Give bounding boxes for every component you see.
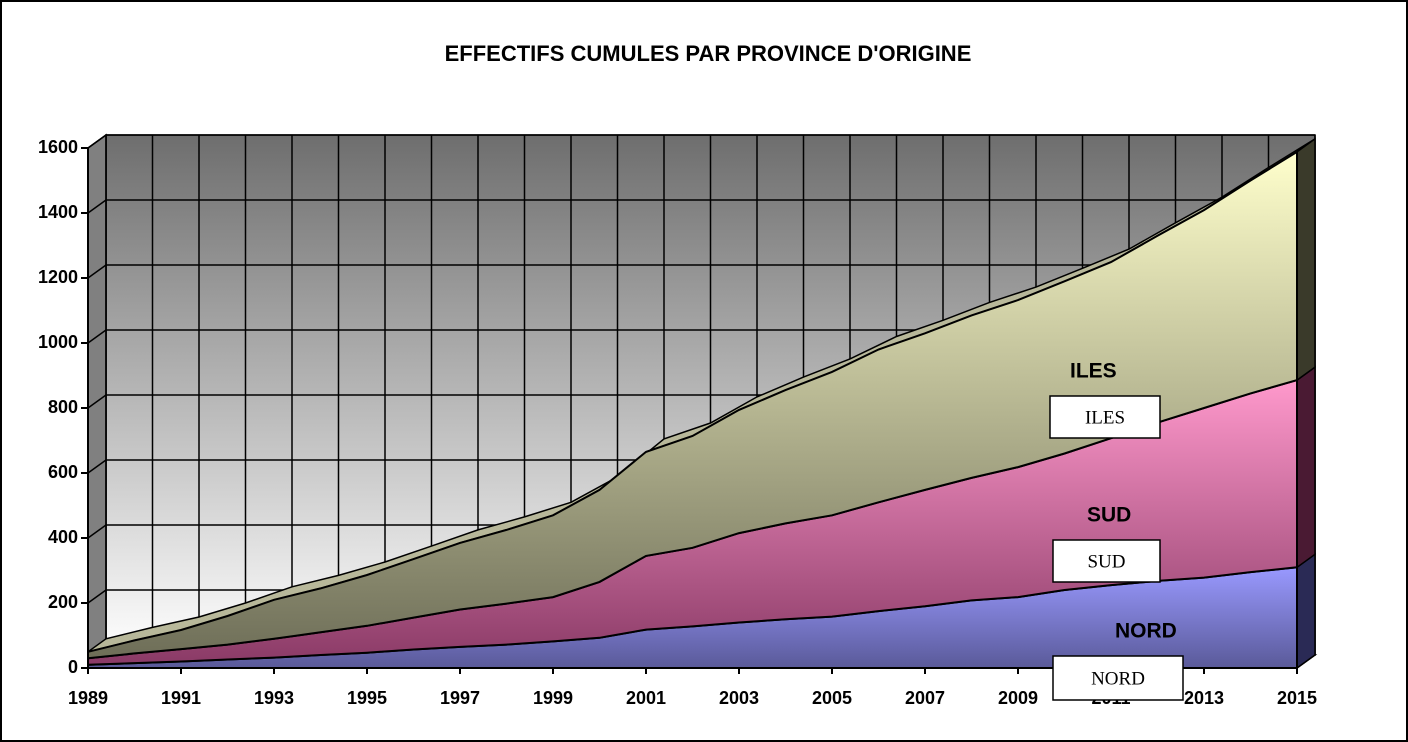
y-tick-label: 600 (48, 462, 78, 482)
series-label: ILES (1070, 360, 1117, 383)
x-tick-label: 2003 (719, 688, 759, 708)
x-tick-label: 2013 (1184, 688, 1224, 708)
x-tick-label: 1989 (68, 688, 108, 708)
x-tick-label: 2009 (998, 688, 1038, 708)
legend-label: NORD (1091, 668, 1145, 689)
x-tick-label: 2005 (812, 688, 852, 708)
chart-title: EFFECTIFS CUMULES PAR PROVINCE D'ORIGINE (445, 41, 972, 66)
y-tick-label: 200 (48, 592, 78, 612)
x-tick-label: 1993 (254, 688, 294, 708)
x-tick-label: 2007 (905, 688, 945, 708)
y-tick-label: 1000 (38, 332, 78, 352)
y-tick-label: 400 (48, 527, 78, 547)
x-tick-label: 1999 (533, 688, 573, 708)
x-tick-label: 2001 (626, 688, 666, 708)
area-end (1296, 365, 1316, 569)
y-tick-label: 1400 (38, 202, 78, 222)
series-label: SUD (1087, 504, 1131, 527)
area-end (1296, 552, 1316, 670)
x-tick-label: 1997 (440, 688, 480, 708)
legend-label: ILES (1085, 407, 1125, 428)
legend-box (1052, 539, 1161, 583)
legend-label: SUD (1087, 551, 1125, 572)
legend-box (1052, 655, 1184, 701)
area-end (1296, 137, 1316, 382)
y-tick-label: 800 (48, 397, 78, 417)
x-tick-label: 1991 (161, 688, 201, 708)
x-tick-label: 1995 (347, 688, 387, 708)
y-tick-label: 1600 (38, 137, 78, 157)
series-label: NORD (1115, 620, 1177, 643)
y-tick-label: 1200 (38, 267, 78, 287)
legend-box (1049, 395, 1161, 439)
x-tick-label: 2015 (1277, 688, 1317, 708)
y-tick-label: 0 (68, 657, 78, 677)
